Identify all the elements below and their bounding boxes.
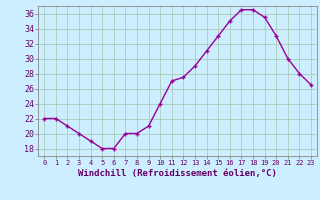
X-axis label: Windchill (Refroidissement éolien,°C): Windchill (Refroidissement éolien,°C) bbox=[78, 169, 277, 178]
